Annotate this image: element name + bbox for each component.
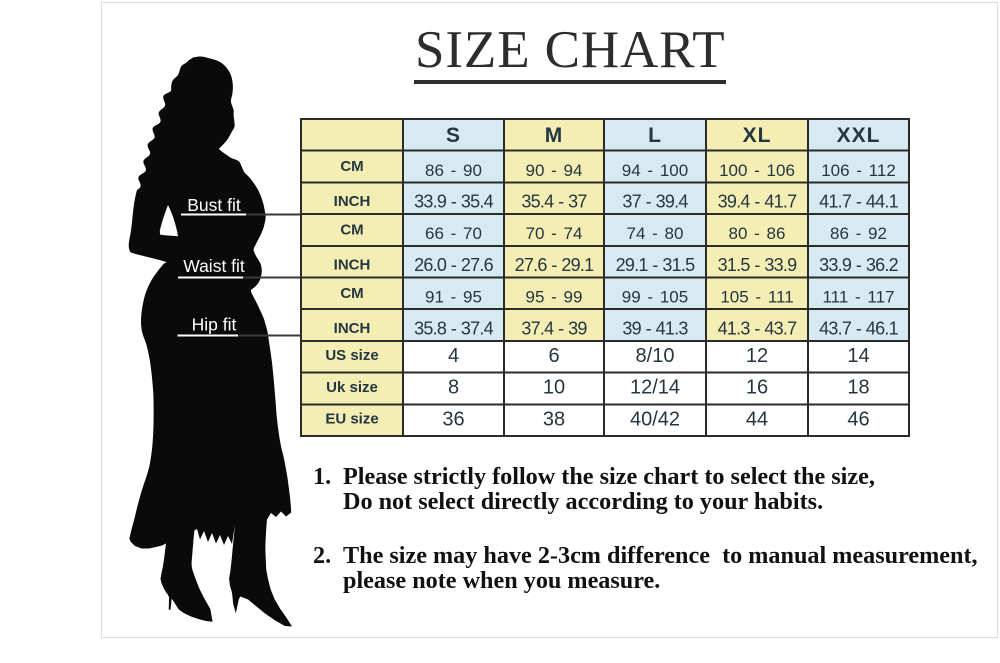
svg-text:Bust fit: Bust fit <box>187 195 241 215</box>
svg-text:Waist fit: Waist fit <box>183 256 245 276</box>
svg-text:Hip fit: Hip fit <box>192 315 237 335</box>
